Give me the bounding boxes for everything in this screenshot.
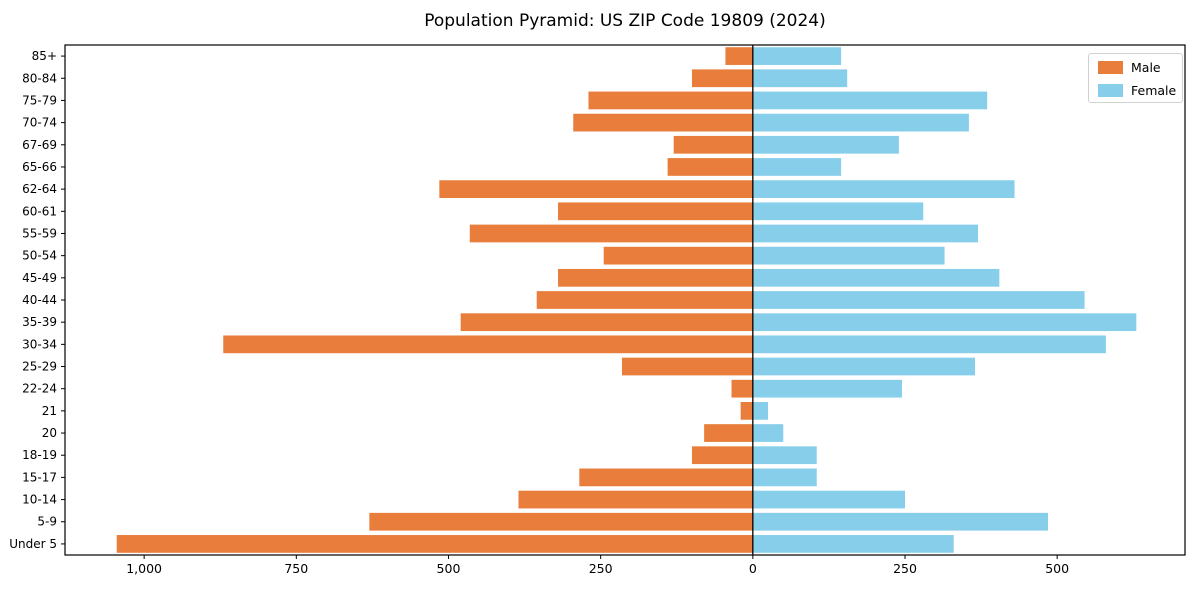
bar-male-50-54 (603, 246, 753, 265)
bar-female-62-64 (752, 180, 1015, 198)
legend-male-label: Male (1131, 59, 1161, 75)
bar-male-85plus (725, 47, 753, 65)
bar-female-10-14 (752, 490, 905, 509)
bar-male-75-79 (588, 91, 753, 110)
x-tick-label: 1,000 (126, 561, 162, 576)
bar-female-20 (752, 424, 784, 442)
bar-male-20 (704, 424, 753, 442)
bar-female-40-44 (752, 291, 1085, 309)
y-tick-label: 21 (42, 404, 57, 418)
y-tick-label: 5-9 (37, 515, 57, 529)
bar-female-30-34 (752, 335, 1106, 354)
y-tick-label: 80-84 (22, 71, 57, 85)
bar-female-75-79 (752, 91, 988, 110)
bar-male-67-69 (673, 135, 753, 154)
y-tick-label: Under 5 (9, 537, 57, 551)
y-tick-label: 70-74 (22, 116, 57, 130)
bar-female-70-74 (752, 113, 969, 132)
bar-male-70-74 (573, 113, 753, 132)
bar-female-25-29 (752, 357, 975, 376)
bar-male-21 (740, 402, 753, 420)
bar-male-30-34 (223, 335, 753, 354)
legend-item-male: Male (1089, 57, 1182, 77)
bar-female-18-19 (752, 446, 817, 465)
bar-male-55-59 (469, 224, 753, 243)
y-tick-label: 10-14 (22, 493, 57, 507)
y-tick-label: 18-19 (22, 448, 57, 462)
bar-male-40-44 (536, 291, 753, 309)
female-color-swatch (1098, 83, 1123, 97)
x-tick-label: 500 (437, 561, 461, 576)
bar-female-5-9 (752, 512, 1049, 531)
bar-female-35-39 (752, 313, 1137, 332)
legend-item-female: Female (1089, 80, 1182, 100)
bar-male-25-29 (621, 357, 753, 376)
bar-male-10-14 (518, 490, 753, 509)
bar-male-80-84 (691, 69, 753, 88)
bar-female-45-49 (752, 268, 1000, 287)
bar-female-50-54 (752, 246, 945, 265)
bar-male-5-9 (369, 512, 753, 531)
bar-female-60-61 (752, 202, 924, 221)
x-tick-label: 750 (284, 561, 308, 576)
y-tick-label: 22-24 (22, 382, 57, 396)
y-tick-label: 40-44 (22, 293, 57, 307)
bar-female-55-59 (752, 224, 979, 243)
y-tick-label: 20 (42, 426, 57, 440)
y-tick-label: 85+ (32, 49, 57, 63)
x-tick-label: 500 (1045, 561, 1069, 576)
bar-male-under-5 (116, 535, 753, 553)
y-tick-label: 62-64 (22, 182, 57, 196)
y-tick-label: 15-17 (22, 470, 57, 484)
bar-male-18-19 (691, 446, 753, 465)
bar-female-15-17 (752, 468, 817, 487)
bar-female-21 (752, 402, 769, 420)
x-tick-label: 250 (589, 561, 613, 576)
y-tick-label: 50-54 (22, 249, 57, 263)
legend-female-label: Female (1131, 82, 1177, 98)
bar-male-45-49 (558, 268, 753, 287)
bar-male-35-39 (460, 313, 753, 332)
bar-male-62-64 (439, 180, 753, 198)
y-tick-label: 65-66 (22, 160, 57, 174)
y-tick-label: 60-61 (22, 204, 57, 218)
y-tick-label: 67-69 (22, 138, 57, 152)
bar-female-22-24 (752, 379, 902, 398)
y-tick-label: 45-49 (22, 271, 57, 285)
y-tick-label: 30-34 (22, 337, 57, 351)
bar-male-60-61 (558, 202, 753, 221)
bar-female-67-69 (752, 135, 899, 154)
x-tick-label: 250 (893, 561, 917, 576)
x-tick-label: 0 (749, 561, 757, 576)
male-color-swatch (1098, 60, 1123, 74)
bar-female-85plus (752, 47, 842, 65)
chart-title: Population Pyramid: US ZIP Code 19809 (2… (424, 11, 826, 31)
bar-female-65-66 (752, 158, 842, 176)
y-tick-label: 75-79 (22, 93, 57, 107)
bar-female-under-5 (752, 535, 954, 553)
y-tick-label: 55-59 (22, 226, 57, 240)
y-tick-label: 35-39 (22, 315, 57, 329)
legend: Male Female (1088, 53, 1183, 103)
bar-female-80-84 (752, 69, 848, 88)
bar-male-15-17 (579, 468, 753, 487)
y-tick-label: 25-29 (22, 360, 57, 374)
bar-male-65-66 (667, 158, 753, 176)
bar-male-22-24 (731, 379, 753, 398)
